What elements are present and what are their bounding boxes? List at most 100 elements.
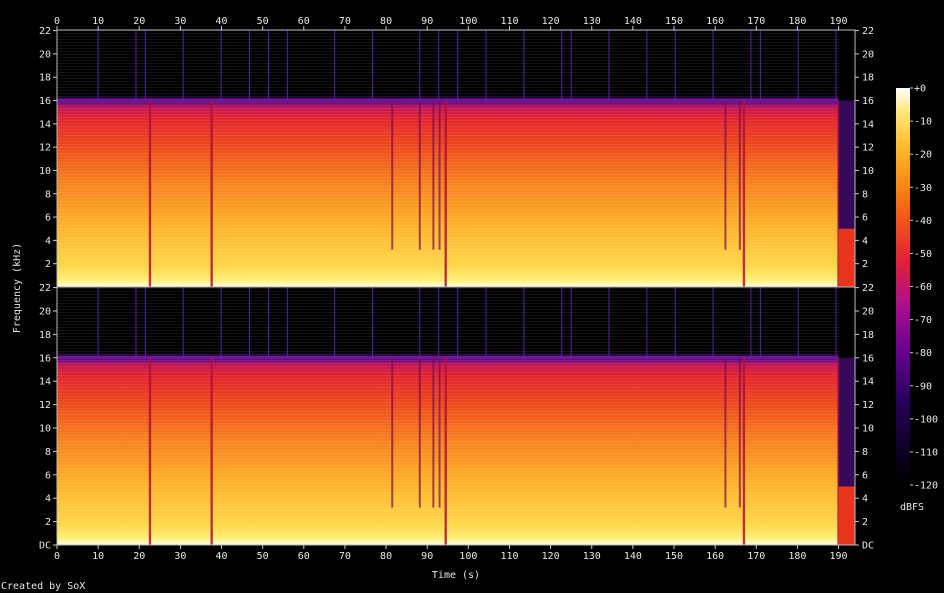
ytick-label-right-right-9: 18 (862, 330, 874, 341)
track-gap-right-0 (148, 357, 152, 545)
ytick-label-left-left-8: 16 (39, 96, 51, 107)
dropout-left-5 (738, 100, 741, 250)
tail-low-left (838, 228, 855, 287)
colorbar-tick-label-4: -40 (914, 216, 932, 227)
ytick-label-left-left-10: 20 (39, 49, 51, 60)
dropout-right-1 (418, 357, 421, 508)
colorbar-tick-label-0: +0 (914, 84, 926, 95)
xtick-label-bottom-5: 50 (257, 551, 269, 562)
xtick-label-bottom-14: 140 (624, 551, 642, 562)
xtick-label-bottom-7: 70 (339, 551, 351, 562)
track-gap-left-2 (444, 100, 447, 287)
ytick-label-right-left-11: 22 (862, 26, 874, 37)
ytick-label-right-right-5: 10 (862, 423, 874, 434)
cutoff-ridge-right (57, 355, 839, 359)
xtick-label-top-2: 20 (133, 16, 145, 27)
ytick-label-left-left-7: 14 (39, 119, 51, 130)
xtick-label-top-1: 10 (92, 16, 104, 27)
colorbar-tick-label-1: -10 (914, 117, 932, 128)
xtick-label-bottom-1: 10 (92, 551, 104, 562)
xtick-label-bottom-11: 110 (500, 551, 518, 562)
ytick-label-right-left-4: 8 (862, 189, 868, 200)
ytick-label-right-right-11: 22 (862, 283, 874, 294)
track-gap-right-1 (210, 357, 213, 545)
xtick-label-top-3: 30 (174, 16, 186, 27)
ytick-label-right-right-4: 8 (862, 447, 868, 458)
ytick-label-left-left-5: 10 (39, 166, 51, 177)
dropout-left-0 (391, 100, 394, 250)
ytick-label-left-right-1: 2 (45, 517, 51, 528)
xtick-label-bottom-18: 180 (788, 551, 806, 562)
ytick-label-left-right-9: 18 (39, 330, 51, 341)
ytick-label-right-left-6: 12 (862, 143, 874, 154)
dropout-left-2 (432, 100, 435, 250)
ytick-label-right-left-9: 18 (862, 73, 874, 84)
ytick-label-left-left-11: 22 (39, 26, 51, 37)
xtick-label-bottom-15: 150 (665, 551, 683, 562)
xtick-label-top-4: 40 (216, 16, 228, 27)
track-gap-left-3 (742, 100, 746, 287)
colorbar-gradient (896, 88, 910, 485)
ytick-label-left-left-1: 2 (45, 259, 51, 270)
ytick-label-right-left-8: 16 (862, 96, 874, 107)
ytick-label-right-left-2: 4 (862, 236, 868, 247)
ytick-label-left-right-10: 20 (39, 306, 51, 317)
xtick-label-bottom-2: 20 (133, 551, 145, 562)
xtick-label-top-8: 80 (380, 16, 392, 27)
ytick-label-right-right-8: 16 (862, 353, 874, 364)
track-gap-left-1 (210, 100, 213, 287)
dropout-right-3 (438, 357, 441, 508)
ytick-label-left-right-0: DC (39, 541, 51, 552)
xtick-label-top-9: 90 (421, 16, 433, 27)
colorbar-tick-label-5: -50 (914, 249, 932, 260)
colorbar-tick-label-7: -70 (914, 315, 932, 326)
colorbar-tick-label-6: -60 (914, 282, 932, 293)
xtick-label-top-16: 160 (706, 16, 724, 27)
ytick-label-left-left-4: 8 (45, 189, 51, 200)
colorbar-tick-label-8: -80 (914, 348, 932, 359)
xtick-label-bottom-13: 130 (583, 551, 601, 562)
colorbar-tick-label-12: -120 (914, 481, 938, 492)
xtick-label-bottom-0: 0 (54, 551, 60, 562)
xtick-label-bottom-17: 170 (747, 551, 765, 562)
xtick-label-top-10: 100 (459, 16, 477, 27)
ytick-label-left-left-2: 4 (45, 236, 51, 247)
cutoff-ridge-left (57, 98, 839, 102)
ytick-label-left-right-4: 8 (45, 447, 51, 458)
ytick-label-right-right-6: 12 (862, 400, 874, 411)
colorbar-tick-label-10: -100 (914, 414, 938, 425)
y-axis-label: Frequency (kHz) (12, 243, 23, 333)
ytick-label-right-left-7: 14 (862, 119, 874, 130)
xtick-label-top-17: 170 (747, 16, 765, 27)
xtick-label-top-18: 180 (788, 16, 806, 27)
xtick-label-bottom-6: 60 (298, 551, 310, 562)
ytick-label-right-right-2: 4 (862, 494, 868, 505)
xtick-label-bottom-12: 120 (542, 551, 560, 562)
ytick-label-left-right-6: 12 (39, 400, 51, 411)
dropout-left-4 (724, 100, 727, 250)
xtick-label-top-0: 0 (54, 16, 60, 27)
colorbar: +0 -10 -20 -30 -40 -50 -60 -70 -80 -90 -100 -110 -12… (896, 84, 938, 492)
colorbar-tick-label-11: -110 (914, 447, 938, 458)
track-gap-left-0 (148, 100, 152, 287)
xtick-label-top-13: 130 (583, 16, 601, 27)
xtick-label-bottom-10: 100 (459, 551, 477, 562)
dropout-right-5 (738, 357, 741, 508)
ytick-label-right-left-3: 6 (862, 213, 868, 224)
ytick-label-left-right-7: 14 (39, 377, 51, 388)
ytick-label-right-right-3: 6 (862, 470, 868, 481)
colorbar-tick-label-9: -90 (914, 381, 932, 392)
track-gap-right-3 (742, 357, 746, 545)
ytick-label-right-left-10: 20 (862, 49, 874, 60)
track-gap-right-2 (444, 357, 447, 545)
ytick-label-right-right-7: 14 (862, 377, 874, 388)
ytick-label-left-left-6: 12 (39, 143, 51, 154)
ytick-label-right-right-10: 20 (862, 306, 874, 317)
colorbar-tick-label-3: -30 (914, 183, 932, 194)
x-axis-label: Time (s) (432, 570, 480, 581)
xtick-label-top-6: 60 (298, 16, 310, 27)
ytick-label-left-right-8: 16 (39, 353, 51, 364)
xtick-label-bottom-4: 40 (216, 551, 228, 562)
xtick-label-bottom-16: 160 (706, 551, 724, 562)
